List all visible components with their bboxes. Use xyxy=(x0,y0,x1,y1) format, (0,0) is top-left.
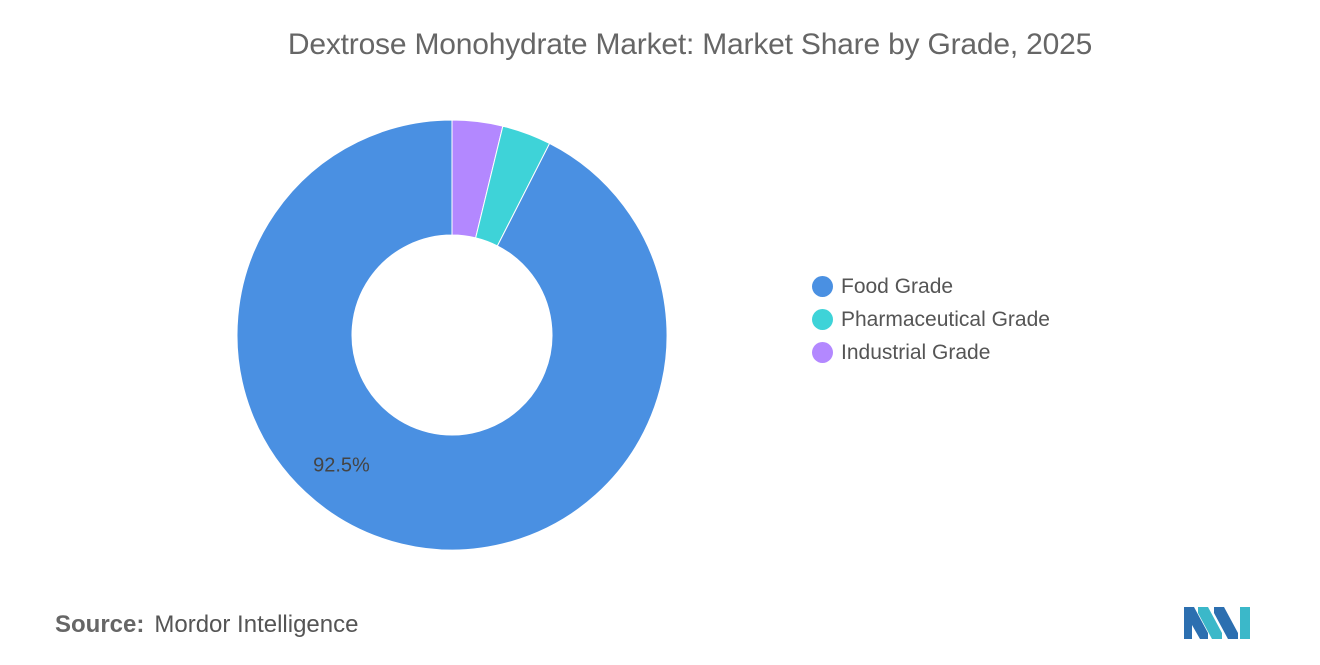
legend-label-industrial-grade: Industrial Grade xyxy=(841,340,991,364)
source-label: Source: xyxy=(55,611,145,638)
legend-item-pharmaceutical-grade: Pharmaceutical Grade xyxy=(812,303,1050,336)
slice-food-grade xyxy=(236,119,668,551)
data-label-food-grade: 92.5% xyxy=(313,454,370,476)
mordor-intelligence-logo-icon xyxy=(1184,607,1250,639)
legend-label-food-grade: Food Grade xyxy=(841,274,954,298)
chart-title: Dextrose Monohydrate Market: Market Shar… xyxy=(287,28,1093,61)
legend-label-pharmaceutical-grade: Pharmaceutical Grade xyxy=(841,307,1050,331)
legend-item-industrial-grade: Industrial Grade xyxy=(812,336,1050,369)
legend-swatch-pharmaceutical-grade xyxy=(812,309,833,330)
legend-item-food-grade: Food Grade xyxy=(812,270,1050,303)
legend-swatch-food-grade xyxy=(812,276,833,297)
source-value: Mordor Intelligence xyxy=(154,611,359,638)
chart-legend: Food Grade Pharmaceutical Grade Industri… xyxy=(812,270,1050,369)
source-line: Source: Mordor Intelligence xyxy=(55,611,358,639)
legend-swatch-industrial-grade xyxy=(812,342,833,363)
